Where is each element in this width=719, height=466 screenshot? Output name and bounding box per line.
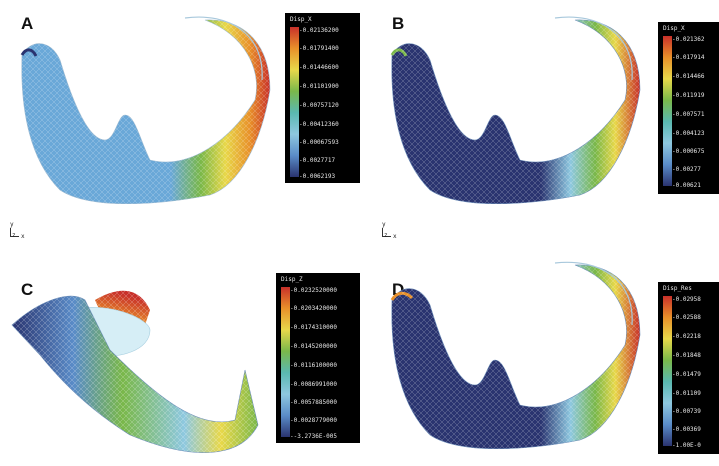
colorbar-tick: -0.00412360	[299, 121, 339, 128]
colorbar-tick: -0.011919	[672, 92, 705, 99]
axis-x-label: x	[393, 233, 397, 240]
colorbar-tick: -0.02218	[672, 333, 701, 340]
colorbar-title: Disp_X	[663, 25, 685, 32]
axis-triad-a: y z x	[8, 221, 34, 243]
mesh-plot-a	[20, 16, 271, 204]
panel-b: B Disp_X -0.021362 -0.017914 -0.014466 -…	[370, 0, 719, 240]
colorbar-tick: -0.007571	[672, 111, 705, 118]
colorbar-tick: -0.01479	[672, 371, 701, 378]
mesh-plot-b	[390, 16, 641, 204]
colorbar-tick: -0.0062193	[299, 173, 336, 180]
colorbar-b: Disp_X -0.021362 -0.017914 -0.014466 -0.…	[658, 22, 719, 194]
colorbar-tick: -0.01446600	[299, 64, 339, 71]
colorbar-gradient	[290, 27, 299, 177]
colorbar-tick: -0.00621	[672, 182, 701, 189]
colorbar-tick: -0.0145200000	[290, 343, 337, 350]
colorbar-gradient	[663, 296, 672, 446]
colorbar-tick: -0.0027717	[299, 157, 336, 164]
colorbar-tick: -0.00739	[672, 408, 701, 415]
axis-x-label: x	[21, 233, 25, 240]
colorbar-tick: --3.2736E-005	[290, 433, 337, 440]
colorbar-tick: -0.0232520000	[290, 287, 337, 294]
axis-x-line	[382, 236, 391, 237]
colorbar-tick: -0.0203420000	[290, 305, 337, 312]
panel-d: D Disp_Res -0.02958 -0.02588 -0.02218 -0…	[370, 260, 719, 466]
colorbar-tick: -1.00E-0	[672, 442, 701, 449]
axis-y-line	[382, 228, 383, 237]
panel-label-c: C	[21, 280, 34, 299]
colorbar-tick: -0.01109	[672, 390, 701, 397]
colorbar-title: Disp_Res	[663, 285, 692, 292]
axis-y-label: y	[382, 221, 386, 228]
colorbar-tick: -0.0116100000	[290, 362, 337, 369]
colorbar-tick: -0.01791400	[299, 45, 339, 52]
panel-c: C Disp_Z -0	[0, 260, 360, 466]
colorbar-tick: -0.004123	[672, 130, 705, 137]
colorbar-d: Disp_Res -0.02958 -0.02588 -0.02218 -0.0…	[658, 282, 719, 454]
colorbar-tick: -0.00369	[672, 426, 701, 433]
colorbar-tick: -0.000675	[672, 148, 705, 155]
axis-triad-b: y z x	[380, 221, 406, 243]
colorbar-tick: -0.0057885000	[290, 399, 337, 406]
axis-y-label: y	[10, 221, 14, 228]
panel-label-b: B	[392, 14, 405, 33]
colorbar-tick: -0.0086991000	[290, 381, 337, 388]
panel-a: A Disp_X -0.02136200 -0.01791400 -0.0144…	[0, 0, 360, 240]
panel-label-a: A	[21, 14, 34, 33]
colorbar-tick: -0.01848	[672, 352, 701, 359]
colorbar-title: Disp_X	[290, 16, 312, 23]
colorbar-tick: -0.02588	[672, 314, 701, 321]
colorbar-tick: -0.00757120	[299, 102, 339, 109]
axis-z-label: z	[12, 232, 16, 239]
colorbar-tick: -0.01101900	[299, 83, 339, 90]
colorbar-tick: -0.00277	[672, 166, 701, 173]
colorbar-gradient	[281, 287, 290, 437]
axis-x-line	[10, 236, 19, 237]
colorbar-tick: -0.014466	[672, 73, 705, 80]
colorbar-title: Disp_Z	[281, 276, 303, 283]
colorbar-a: Disp_X -0.02136200 -0.01791400 -0.014466…	[285, 13, 360, 183]
mesh-plot-c	[11, 290, 259, 453]
mesh-plot-d	[390, 261, 641, 449]
axis-y-line	[10, 228, 11, 237]
colorbar-tick: -0.02958	[672, 296, 701, 303]
colorbar-tick: -0.0174310000	[290, 324, 337, 331]
colorbar-gradient	[663, 36, 672, 186]
colorbar-tick: -0.02136200	[299, 27, 339, 34]
colorbar-tick: -0.017914	[672, 54, 705, 61]
colorbar-tick: -0.00067593	[299, 139, 339, 146]
colorbar-tick: -0.0028779000	[290, 417, 337, 424]
colorbar-c: Disp_Z -0.0232520000 -0.0203420000 -0.01…	[276, 273, 360, 443]
colorbar-tick: -0.021362	[672, 36, 705, 43]
axis-z-label: z	[384, 232, 388, 239]
